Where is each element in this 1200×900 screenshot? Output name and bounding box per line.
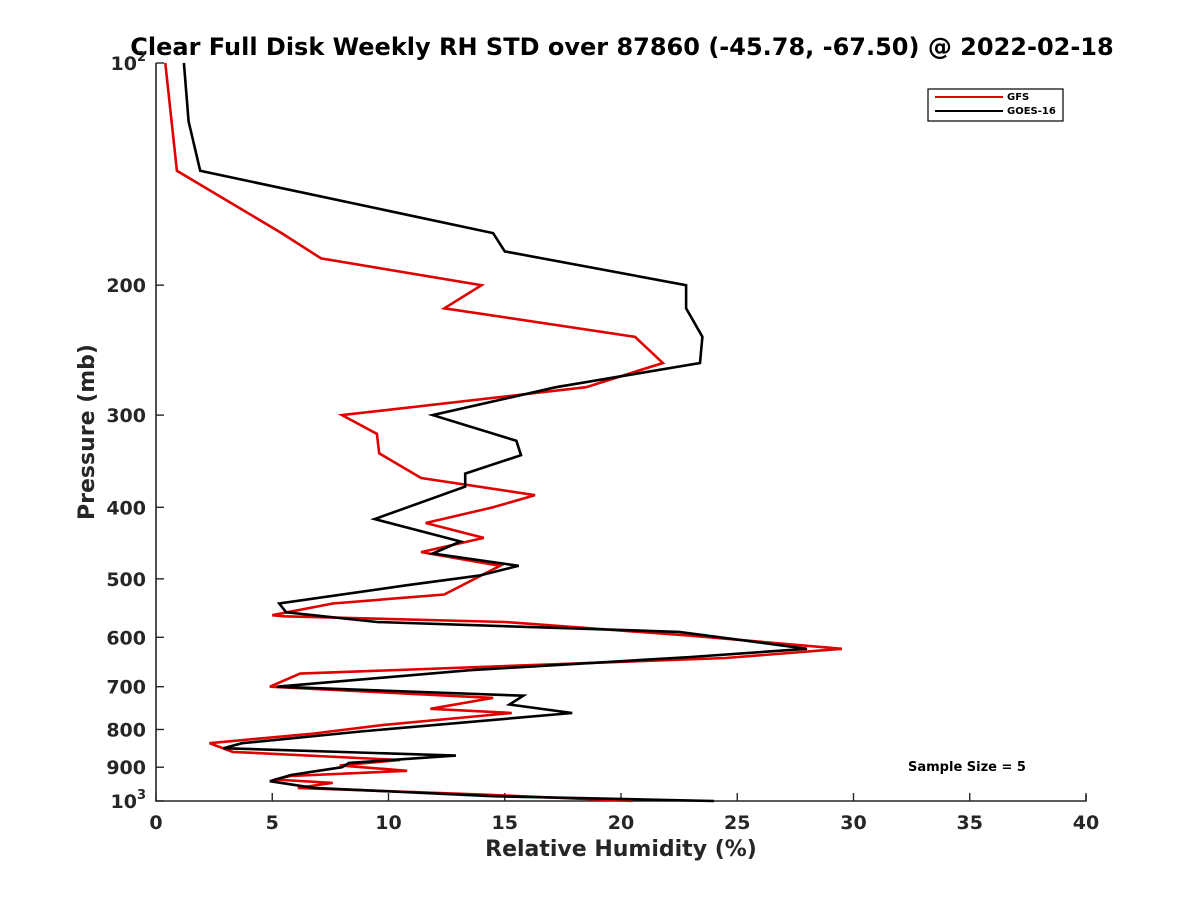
series-line-gfs [164, 62, 843, 803]
y-tick-label: 700 [106, 677, 146, 699]
x-tick-label: 30 [840, 812, 866, 834]
legend[interactable]: GFS GOES-16 [927, 88, 1064, 122]
x-tick-label: 20 [608, 812, 634, 834]
x-tick-label: 5 [266, 812, 279, 834]
y-tick-label: 103 [111, 788, 147, 813]
y-tick-label-base: 200 [106, 275, 146, 297]
y-tick-label-base: 10 [111, 791, 137, 813]
y-tick-label: 800 [106, 719, 146, 741]
y-tick-label: 400 [106, 497, 146, 519]
y-tick-label-exponent: 3 [137, 788, 146, 803]
y-tick-label: 900 [106, 757, 146, 779]
series-layer [164, 62, 843, 803]
x-axis-label: Relative Humidity (%) [485, 837, 757, 862]
y-tick-label-base: 10 [111, 53, 137, 75]
y-tick-label: 102 [111, 50, 147, 75]
y-tick-label-base: 700 [106, 677, 146, 699]
x-tick-label: 40 [1073, 812, 1099, 834]
chart-title: Clear Full Disk Weekly RH STD over 87860… [130, 33, 1113, 61]
y-tick-label: 500 [106, 569, 146, 591]
x-tick-label: 35 [957, 812, 983, 834]
plot-area: 0 5 10 15 20 25 30 35 40 10220030040050060070080… [106, 50, 1099, 834]
series-line-goes-16 [182, 62, 808, 803]
y-tick-label: 600 [106, 627, 146, 649]
y-tick-label: 200 [106, 275, 146, 297]
x-tick-label: 0 [149, 812, 162, 834]
legend-label-gfs: GFS [1007, 92, 1029, 103]
y-tick-label: 300 [106, 405, 146, 427]
x-tick-label: 15 [492, 812, 518, 834]
y-tick-label-base: 500 [106, 569, 146, 591]
legend-label-goes-16: GOES-16 [1007, 106, 1056, 117]
y-tick-label-base: 400 [106, 497, 146, 519]
x-axis-ticks: 0 5 10 15 20 25 30 35 40 [149, 793, 1099, 834]
legend-box [927, 88, 1064, 122]
y-tick-label-base: 600 [106, 627, 146, 649]
x-tick-label: 25 [724, 812, 750, 834]
x-tick-label: 10 [375, 812, 401, 834]
y-tick-label-exponent: 2 [137, 50, 146, 65]
plot-axes-frame [155, 63, 1087, 802]
y-axis-label: Pressure (mb) [75, 344, 100, 520]
y-tick-label-base: 900 [106, 757, 146, 779]
sample-size-annotation: Sample Size = 5 [908, 760, 1026, 775]
y-tick-label-base: 300 [106, 405, 146, 427]
y-tick-label-base: 800 [106, 719, 146, 741]
